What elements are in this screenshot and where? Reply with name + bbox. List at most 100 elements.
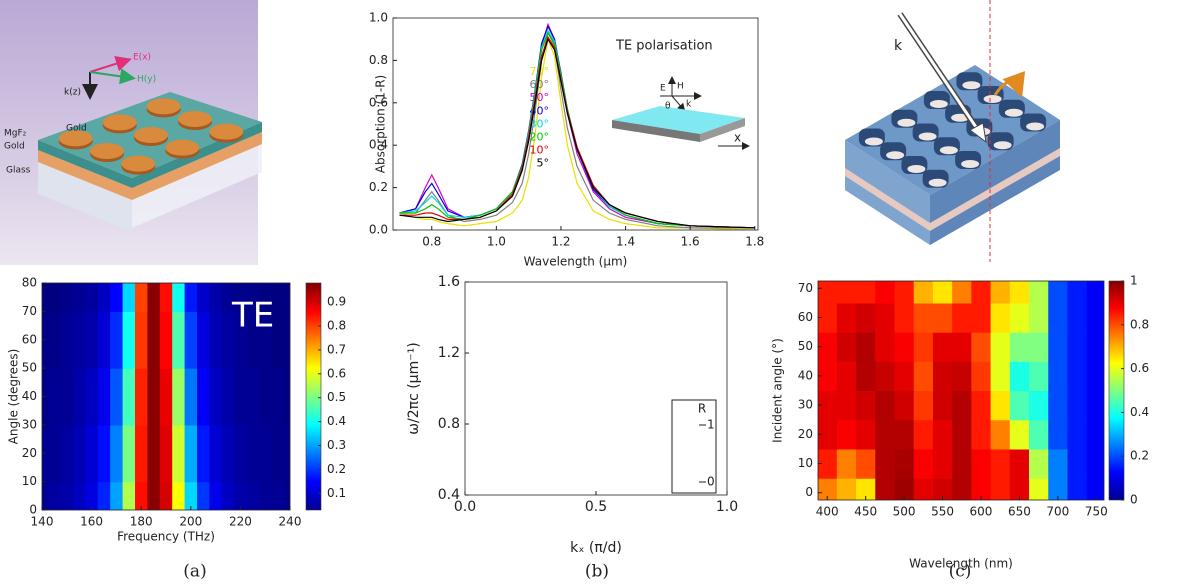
heatmap-cell <box>856 419 876 450</box>
disc <box>146 98 181 115</box>
heatmap-cell <box>197 283 210 312</box>
heatmap-cell <box>1048 302 1069 333</box>
heatmap-cell <box>110 424 124 483</box>
heatmap-cell <box>932 448 953 479</box>
label: E(x) <box>133 53 151 63</box>
hole-floor <box>1004 108 1023 117</box>
colorbar-tick-label: 0.7 <box>327 342 346 356</box>
heatmap-cell <box>271 481 285 510</box>
heatmap-cell <box>221 311 235 369</box>
heatmap-cell <box>122 311 136 369</box>
heatmap-cell <box>836 478 857 500</box>
heatmap-cell <box>184 283 198 312</box>
heatmap-cell <box>1009 332 1030 362</box>
heatmap-cell <box>110 481 124 510</box>
legend-entry: 50° <box>530 91 550 104</box>
heatmap-cell <box>894 448 915 479</box>
annotation: TE <box>231 296 274 336</box>
heatmap-cell <box>135 311 148 369</box>
y-axis-label: Absorption (1-R) <box>374 75 388 173</box>
gold-layer <box>38 132 262 200</box>
disc <box>58 130 93 147</box>
hole-floor <box>1026 122 1045 131</box>
label: Gold <box>66 124 87 134</box>
heatmap-cell <box>271 368 285 426</box>
heatmap-cell <box>971 448 992 479</box>
heatmap-cell <box>875 419 896 450</box>
heatmap-cell <box>234 368 248 426</box>
x-tick-label: 1.0 <box>487 235 506 249</box>
line <box>399 31 755 229</box>
x-tick-label: 1.2 <box>551 235 570 249</box>
x-tick-label: 140 <box>31 515 54 529</box>
heatmap-cell <box>971 332 992 362</box>
hole-floor <box>864 137 883 146</box>
legend-entry: 60° <box>530 78 550 91</box>
colorbar-label: R <box>698 402 706 416</box>
heatmap-cell <box>60 368 74 426</box>
heatmap-cell <box>221 424 235 483</box>
heatmap-cell <box>875 390 896 421</box>
label: k <box>894 38 903 54</box>
heatmap-cell <box>1048 419 1069 450</box>
colorbar-tick-label: 0.1 <box>327 486 346 500</box>
hole-floor <box>962 81 981 90</box>
heatmap-cell <box>147 481 161 510</box>
x-tick-label: 400 <box>816 505 839 519</box>
heatmap-cell <box>836 361 857 392</box>
heatmap-cell <box>894 332 915 362</box>
heatmap-cell <box>73 311 86 369</box>
hole-floor <box>897 118 916 127</box>
k-arrow <box>898 13 982 134</box>
heatmap-cell <box>818 448 838 479</box>
heatmap-cell <box>234 481 248 510</box>
inset-slab <box>700 118 745 142</box>
heatmap-cell <box>932 281 953 304</box>
legend-entry: 20° <box>530 131 550 144</box>
heatmap-cell <box>1029 448 1049 479</box>
hole-floor <box>907 165 926 173</box>
disc <box>209 123 244 140</box>
inset-label: k <box>686 100 692 110</box>
heatmap-cell <box>221 283 235 312</box>
y-axis-label: Incident angle (°) <box>771 338 785 443</box>
heatmap-cell <box>818 361 838 392</box>
caption: (b) <box>585 562 609 582</box>
legend-entry: 30° <box>530 117 550 130</box>
heatmap-cell <box>73 283 86 312</box>
heatmap-cell <box>856 361 876 392</box>
inset-arrow <box>671 95 686 112</box>
x-tick-label: 750 <box>1085 505 1108 519</box>
colorbar-tick-label: 0 <box>707 475 715 489</box>
heatmap-cell <box>48 424 62 483</box>
heatmap-cell <box>875 361 896 392</box>
heatmap-cell <box>60 481 74 510</box>
heatmap-cell <box>990 419 1011 450</box>
heatmap-cell <box>1086 302 1104 333</box>
y-tick-label: 0.6 <box>369 95 388 109</box>
colorbar-tick-label: 0.3 <box>327 438 346 452</box>
heatmap-cell <box>1067 448 1088 479</box>
heatmap-cell <box>110 311 124 369</box>
y-tick-label: 70 <box>22 304 37 318</box>
heatmap-cell <box>913 448 934 479</box>
heatmap-cell <box>1029 390 1049 421</box>
heatmap-cell <box>952 448 972 479</box>
colorbar-tick-label: 0 <box>1130 493 1138 507</box>
heatmap-cell <box>1048 281 1069 304</box>
heatmap-cell <box>875 478 896 500</box>
heatmap-cell <box>234 283 248 312</box>
x-axis-label: Frequency (THz) <box>117 530 215 544</box>
heatmap-cell <box>209 424 223 483</box>
label: Gold <box>4 142 25 152</box>
heatmap-cell <box>818 419 838 450</box>
heatmap-cell <box>209 368 223 426</box>
heatmap-cell <box>1067 332 1088 362</box>
heatmap-cell <box>60 424 74 483</box>
heatmap-cell <box>209 311 223 369</box>
slab-side <box>845 140 930 245</box>
heatmap-cell <box>1086 390 1104 421</box>
hole-floor <box>983 95 1002 103</box>
heatmap-cell <box>73 368 86 426</box>
x-tick-label: 180 <box>130 515 153 529</box>
